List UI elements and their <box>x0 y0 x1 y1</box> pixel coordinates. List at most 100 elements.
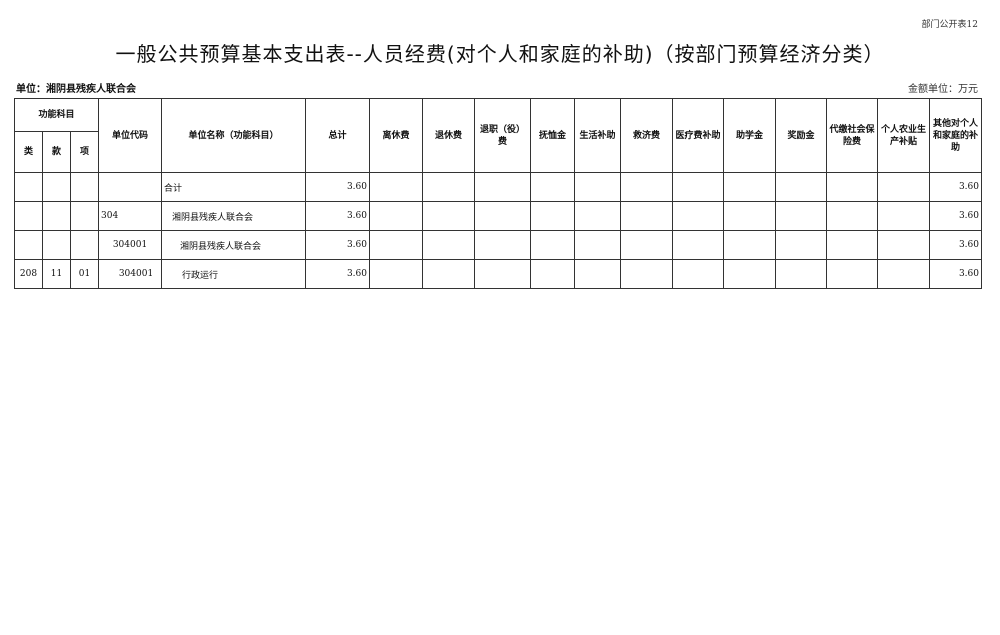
cell-value <box>474 172 531 202</box>
cell-value <box>422 172 475 202</box>
cell-value <box>474 259 531 289</box>
header-column: 个人农业生产补贴 <box>877 98 930 173</box>
cell-value <box>422 259 475 289</box>
unit-label: 单位：湘阴县残疾人联合会 <box>16 84 136 95</box>
cell-value: 3.60 <box>929 230 982 260</box>
header-column: 抚恤金 <box>530 98 575 173</box>
cell-xiang <box>70 172 99 202</box>
header-column: 退职（役）费 <box>474 98 531 173</box>
header-column: 医疗费补助 <box>672 98 724 173</box>
cell-value <box>826 201 878 231</box>
cell-value <box>369 259 423 289</box>
cell-unit-name: 合计 <box>161 172 306 202</box>
cell-value <box>474 201 531 231</box>
cell-value <box>620 230 673 260</box>
header-column: 退休费 <box>422 98 475 173</box>
cell-lei <box>14 230 43 260</box>
cell-value <box>775 172 827 202</box>
cell-kuan <box>42 172 71 202</box>
cell-value <box>530 259 575 289</box>
cell-value <box>530 230 575 260</box>
money-unit: 金额单位：万元 <box>908 84 978 95</box>
cell-value <box>826 230 878 260</box>
cell-unit-code: 304 <box>98 201 162 231</box>
header-unit-code: 单位代码 <box>98 98 162 173</box>
cell-value <box>877 259 930 289</box>
cell-value <box>574 172 621 202</box>
table-row: 304 湘阴县残疾人联合会 3.60 3.60 <box>14 201 982 231</box>
cell-value <box>530 172 575 202</box>
cell-value <box>672 201 724 231</box>
cell-value <box>723 172 776 202</box>
cell-value <box>672 172 724 202</box>
cell-value <box>620 172 673 202</box>
header-column: 代缴社会保险费 <box>826 98 878 173</box>
cell-unit-code: 304001 <box>98 259 162 289</box>
header-column: 助学金 <box>723 98 776 173</box>
expenditure-table: 功能科目 单位代码 单位名称（功能科目） 总计 离休费 退休费 退职（役）费 抚恤金 生活… <box>14 98 982 289</box>
cell-unit-code <box>98 172 162 202</box>
cell-value <box>877 201 930 231</box>
cell-value: 3.60 <box>305 201 370 231</box>
cell-value <box>369 201 423 231</box>
cell-value <box>620 201 673 231</box>
cell-lei: 208 <box>14 259 43 289</box>
cell-value <box>826 259 878 289</box>
cell-value <box>775 201 827 231</box>
cell-value <box>574 259 621 289</box>
cell-value: 3.60 <box>305 230 370 260</box>
cell-xiang <box>70 230 99 260</box>
header-column: 救济费 <box>620 98 673 173</box>
cell-value <box>369 172 423 202</box>
header-column: 生活补助 <box>574 98 621 173</box>
page-title: 一般公共预算基本支出表--人员经费(对个人和家庭的补助)（按部门预算经济分类） <box>115 42 885 66</box>
header-xiang: 项 <box>70 131 99 173</box>
table-row: 208 11 01 304001 行政运行 3.60 3.60 <box>14 259 982 289</box>
cell-xiang: 01 <box>70 259 99 289</box>
cell-value <box>474 230 531 260</box>
header-column: 总计 <box>305 98 370 173</box>
table-row: 合计 3.60 3.60 <box>14 172 982 202</box>
header-func-subject: 功能科目 <box>14 98 99 132</box>
cell-value <box>877 230 930 260</box>
cell-value: 3.60 <box>929 201 982 231</box>
cell-value <box>672 259 724 289</box>
header-unit-name: 单位名称（功能科目） <box>161 98 306 173</box>
cell-value <box>723 201 776 231</box>
cell-value: 3.60 <box>929 259 982 289</box>
cell-kuan <box>42 201 71 231</box>
cell-value: 3.60 <box>929 172 982 202</box>
cell-value <box>723 259 776 289</box>
cell-value <box>775 259 827 289</box>
cell-value <box>826 172 878 202</box>
cell-value <box>574 230 621 260</box>
cell-xiang <box>70 201 99 231</box>
cell-lei <box>14 201 43 231</box>
cell-unit-code: 304001 <box>98 230 162 260</box>
cell-value <box>369 230 423 260</box>
cell-value: 3.60 <box>305 259 370 289</box>
cell-value <box>723 230 776 260</box>
cell-value <box>530 201 575 231</box>
cell-unit-name: 湘阴县残疾人联合会 <box>161 230 306 260</box>
cell-value <box>422 201 475 231</box>
cell-lei <box>14 172 43 202</box>
header-column: 其他对个人和家庭的补助 <box>929 98 982 173</box>
table-row: 304001 湘阴县残疾人联合会 3.60 3.60 <box>14 230 982 260</box>
form-number: 部门公开表12 <box>921 20 978 30</box>
cell-value <box>672 230 724 260</box>
cell-kuan: 11 <box>42 259 71 289</box>
cell-value <box>620 259 673 289</box>
header-column: 奖励金 <box>775 98 827 173</box>
cell-value <box>877 172 930 202</box>
header-kuan: 款 <box>42 131 71 173</box>
header-column: 离休费 <box>369 98 423 173</box>
cell-value <box>574 201 621 231</box>
header-lei: 类 <box>14 131 43 173</box>
cell-value <box>775 230 827 260</box>
cell-unit-name: 湘阴县残疾人联合会 <box>161 201 306 231</box>
cell-kuan <box>42 230 71 260</box>
cell-value <box>422 230 475 260</box>
cell-value: 3.60 <box>305 172 370 202</box>
cell-unit-name: 行政运行 <box>161 259 306 289</box>
